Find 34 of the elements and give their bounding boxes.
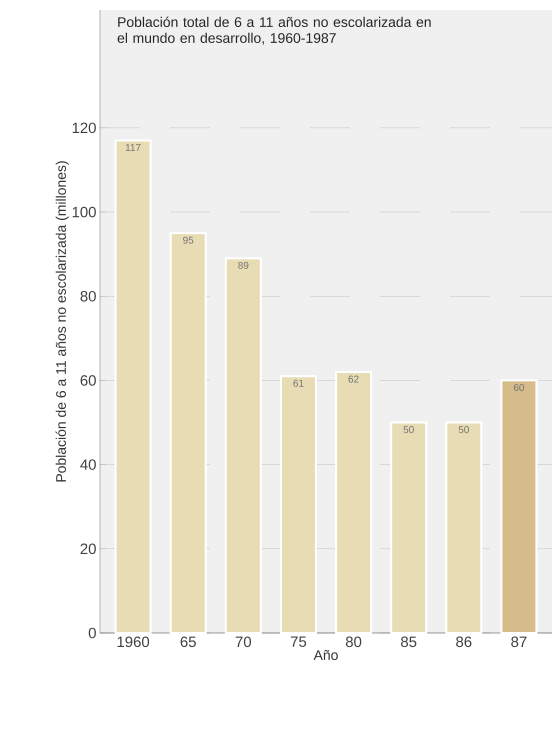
y-axis-title: Población de 6 a 11 años no escolarizada (millones) [55, 161, 69, 482]
data-label: 50 [458, 426, 469, 434]
data-label: 62 [348, 376, 359, 383]
bar [280, 375, 317, 634]
y-tick-label: 60 [80, 375, 96, 386]
bar [170, 232, 207, 634]
y-tick-label: 80 [80, 290, 96, 302]
data-label: 61 [293, 380, 304, 387]
x-tick-label: 70 [236, 636, 251, 648]
bar [445, 422, 482, 634]
x-tick-label: 75 [290, 636, 306, 647]
bar [334, 371, 372, 634]
x-tick-label: 65 [180, 636, 196, 648]
text: Población total de 6 a 11 años no escolarizada en el mundo en desarrollo, 1960-1987 [118, 16, 431, 45]
bar [224, 257, 262, 634]
data-label: 89 [238, 262, 248, 269]
data-label: 117 [126, 144, 140, 151]
bar [500, 379, 538, 634]
bar [114, 139, 152, 634]
data-label: 95 [183, 236, 194, 244]
x-tick-label: 80 [346, 636, 362, 648]
x-tick-label: 85 [400, 636, 416, 648]
x-axis-title: Año [314, 650, 338, 660]
bar [390, 422, 428, 634]
y-tick-label: 120 [72, 122, 96, 134]
data-label: 50 [403, 426, 414, 434]
x-tick-label: 87 [511, 636, 526, 648]
y-tick-label: 20 [80, 544, 96, 554]
y-tick-label: 0 [88, 628, 96, 638]
data-label: 60 [514, 384, 524, 391]
x-tick-label: 86 [456, 636, 472, 648]
y-tick-label: 40 [80, 459, 96, 470]
y-tick-label: 100 [72, 206, 96, 218]
x-tick-label: 1960 [117, 636, 149, 648]
